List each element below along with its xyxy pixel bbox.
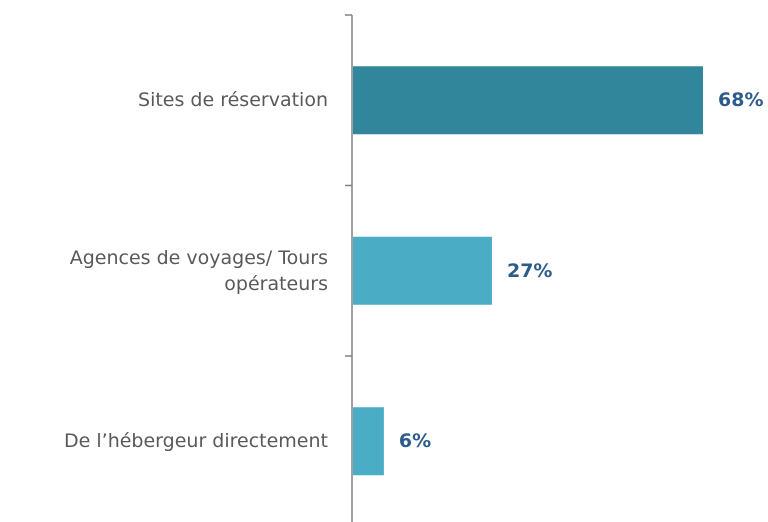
- bar: [353, 407, 384, 476]
- bar: [353, 66, 703, 135]
- category-label: De l’hébergeur directement: [64, 430, 328, 453]
- category-label: Agences de voyages/ Tours opérateurs: [69, 246, 328, 295]
- category-label: Sites de réservation: [138, 89, 328, 112]
- data-label: 68%: [718, 89, 764, 112]
- data-label: 6%: [398, 430, 432, 453]
- data-label: 27%: [506, 259, 553, 282]
- bar: [353, 236, 492, 305]
